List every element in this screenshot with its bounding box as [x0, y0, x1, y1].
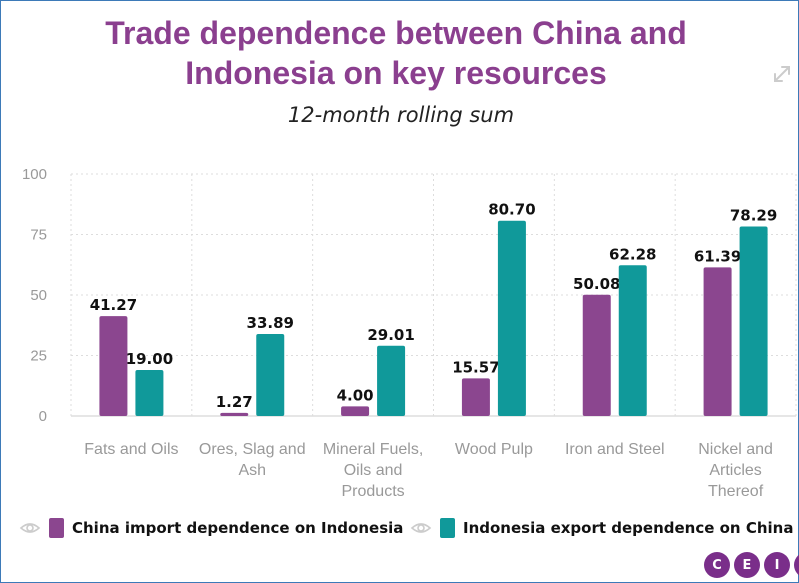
- expand-icon[interactable]: [769, 61, 795, 87]
- bar: [256, 333, 285, 416]
- logo-letter: E: [734, 552, 760, 578]
- bar: [497, 220, 526, 416]
- logo-letter: I: [764, 552, 790, 578]
- chart-title: Trade dependence between China and Indon…: [105, 15, 687, 91]
- chart-subtitle: 12-month rolling sum: [287, 103, 515, 127]
- logo-letter: C: [704, 552, 730, 578]
- bar: [582, 294, 611, 416]
- chart-plot: 0 25 50 75 100 41.27 19.00 Fats and Oils 1.27 33.…: [22, 166, 797, 500]
- logo-letter: C: [794, 552, 799, 578]
- bar: [99, 316, 128, 416]
- data-label: 61.39: [694, 247, 741, 265]
- legend-swatch: [49, 518, 64, 538]
- data-label: 50.08: [573, 275, 620, 293]
- bar: [739, 226, 768, 416]
- x-tick-label: Wood Pulp: [455, 441, 533, 458]
- data-label: 78.29: [730, 207, 777, 225]
- y-tick-label: 50: [30, 287, 47, 304]
- y-tick-label: 0: [39, 408, 47, 425]
- eye-icon: [410, 523, 432, 533]
- data-label: 4.00: [337, 386, 374, 404]
- bar: [618, 265, 647, 416]
- legend-swatch: [440, 518, 455, 538]
- legend-label: Indonesia export dependence on China: [463, 519, 794, 537]
- bar: [135, 370, 164, 416]
- legend-label: China import dependence on Indonesia: [72, 519, 404, 537]
- data-label: 41.27: [90, 296, 137, 314]
- data-label: 29.01: [367, 326, 414, 344]
- data-label: 80.70: [488, 201, 535, 219]
- x-tick-label: Mineral Fuels, Oils and Products: [323, 441, 423, 500]
- bar: [461, 378, 490, 416]
- ceic-logo: CEIC: [704, 552, 799, 578]
- eye-icon: [19, 523, 41, 533]
- x-tick-label: Fats and Oils: [84, 441, 178, 458]
- bar: [703, 267, 732, 416]
- x-tick-label: Nickel and Articles Thereof: [698, 441, 773, 500]
- legend-item-indonesia-export[interactable]: Indonesia export dependence on China: [410, 515, 793, 541]
- legend-item-china-import[interactable]: China import dependence on Indonesia: [19, 515, 403, 541]
- x-tick-label: Iron and Steel: [565, 441, 665, 458]
- data-label: 33.89: [247, 314, 294, 332]
- data-label: 1.27: [216, 393, 253, 411]
- bar: [220, 412, 249, 416]
- bar: [341, 406, 370, 416]
- y-tick-label: 100: [22, 166, 47, 183]
- bar: [377, 345, 406, 416]
- y-tick-label: 25: [30, 348, 47, 365]
- data-label: 19.00: [126, 350, 173, 368]
- data-label: 15.57: [452, 358, 499, 376]
- y-tick-label: 75: [30, 227, 47, 244]
- x-tick-label: Ores, Slag and Ash: [199, 441, 306, 479]
- data-label: 62.28: [609, 245, 656, 263]
